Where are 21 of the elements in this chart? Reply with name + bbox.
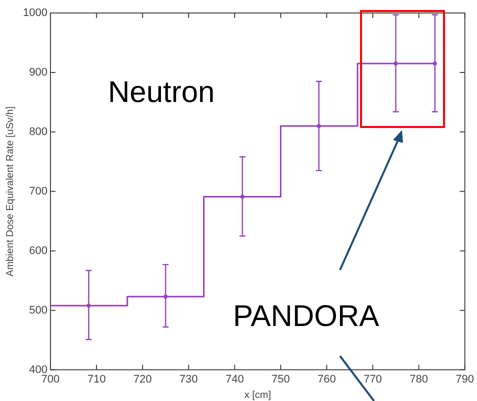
annotation: PANDORA <box>233 300 380 333</box>
x-tick-label: 780 <box>410 373 428 386</box>
y-tick-label: 400 <box>29 364 48 376</box>
y-tick-label: 800 <box>29 126 48 138</box>
x-tick-label: 770 <box>364 373 382 386</box>
y-tick-label: 600 <box>29 244 48 257</box>
x-tick-label: 700 <box>41 373 60 386</box>
y-tick-label: 1000 <box>22 7 48 20</box>
y-axis-title: Ambient Dose Equivalent Rate [uSv/h] <box>4 106 16 276</box>
y-tick-label: 900 <box>29 66 48 78</box>
annotation: Neutron <box>108 76 215 109</box>
x-tick-label: 730 <box>179 373 198 386</box>
x-tick-label: 710 <box>87 373 106 386</box>
x-axis-title: x [cm] <box>244 390 272 401</box>
x-tick-label: 790 <box>456 373 474 386</box>
x-tick-label: 760 <box>318 373 336 386</box>
x-tick-label: 740 <box>225 373 244 386</box>
y-tick-label: 700 <box>29 185 48 198</box>
x-tick-label: 750 <box>271 373 290 386</box>
x-tick-label: 720 <box>133 373 152 386</box>
y-tick-label: 500 <box>29 304 48 316</box>
